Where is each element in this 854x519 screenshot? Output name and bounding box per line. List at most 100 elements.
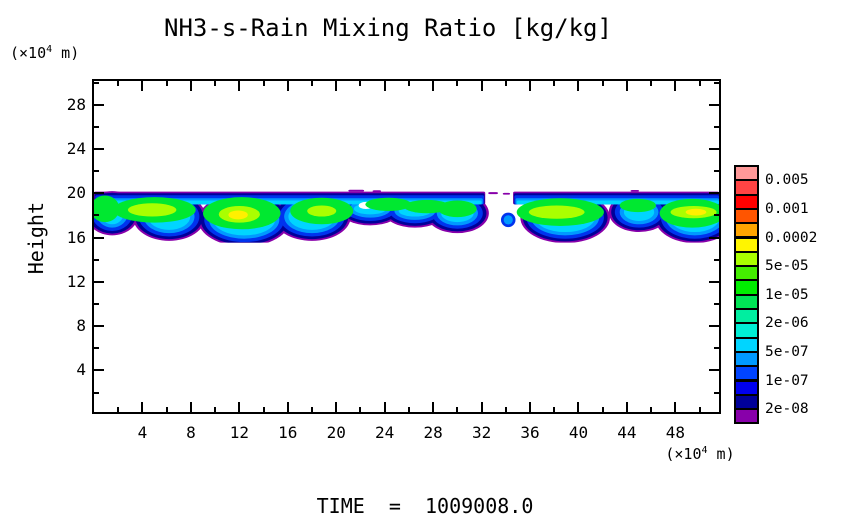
y-axis-tick — [709, 325, 719, 328]
y-axis-tick — [94, 81, 99, 84]
x-axis-tick — [698, 407, 701, 412]
y-axis-tick — [94, 170, 99, 173]
x-axis-tick — [335, 402, 338, 412]
x-axis-tick — [286, 402, 289, 412]
x-axis-tick — [189, 402, 192, 412]
y-axis-tick — [94, 192, 104, 195]
y-axis-tick — [714, 347, 719, 350]
x-axis-tick — [407, 407, 410, 412]
x-axis-tick — [601, 407, 604, 412]
x-tick-label: 40 — [568, 423, 589, 442]
y-tick-label: 16 — [66, 227, 86, 247]
x-axis-tick — [214, 407, 217, 412]
y-tick-label: 4 — [76, 360, 86, 380]
colorbar-label: 5e-05 — [765, 258, 809, 275]
y-axis-tick — [94, 325, 104, 328]
x-axis-tick — [238, 402, 241, 412]
x-axis-tick — [117, 407, 120, 412]
y-axis-tick — [709, 192, 719, 195]
x-axis-tick — [359, 407, 362, 412]
x-tick-label: 4 — [137, 423, 148, 442]
y-axis-tick — [714, 214, 719, 217]
y-tick-label: 8 — [76, 316, 86, 336]
y-unit-exponent: 4 — [46, 44, 53, 55]
x-unit-base: (×10 — [665, 445, 702, 463]
y-axis-tick — [709, 103, 719, 106]
x-axis-tick — [262, 407, 265, 412]
colorbar-label: 2e-06 — [765, 315, 809, 332]
y-axis-tick — [714, 258, 719, 261]
x-tick-label: 28 — [423, 423, 443, 442]
y-axis-tick — [709, 147, 719, 150]
x-axis-tick — [577, 81, 580, 91]
y-axis-tick — [94, 125, 99, 128]
x-axis-tick — [625, 81, 628, 91]
y-axis-tick — [94, 391, 99, 394]
x-tick-label: 12 — [229, 423, 249, 442]
x-axis-tick — [577, 402, 580, 412]
x-tick-label: 16 — [278, 423, 298, 442]
x-axis-tick — [286, 81, 289, 91]
x-axis-tick — [674, 402, 677, 412]
colorbar-label: 5e-07 — [765, 343, 809, 360]
x-tick-label: 32 — [471, 423, 492, 442]
x-axis-tick — [262, 81, 265, 86]
x-tick-label: 24 — [375, 423, 395, 442]
x-axis-tick — [674, 81, 677, 91]
x-axis-tick — [456, 407, 459, 412]
colorbar-label: 2e-08 — [765, 401, 809, 418]
y-tick-label: 24 — [66, 138, 86, 158]
colorbar-label: 0.005 — [765, 172, 809, 189]
y-axis-tick — [709, 280, 719, 283]
x-axis-tick — [432, 81, 435, 91]
x-axis-tick — [311, 81, 314, 86]
x-axis-tick — [165, 407, 168, 412]
y-tick-label: 20 — [66, 183, 86, 203]
x-axis-tick — [504, 81, 507, 86]
x-axis-tick — [383, 402, 386, 412]
x-axis-tick — [601, 81, 604, 86]
x-axis-tick — [480, 81, 483, 91]
y-axis-tick — [709, 236, 719, 239]
x-axis-tick — [480, 402, 483, 412]
y-axis-tick — [714, 170, 719, 173]
x-axis-tick — [117, 81, 120, 86]
y-axis-tick — [94, 214, 99, 217]
x-axis-tick — [165, 81, 168, 86]
x-tick-label: 36 — [520, 423, 540, 442]
x-axis-tick — [335, 81, 338, 91]
colorbar-label: 0.001 — [765, 200, 809, 217]
x-axis-tick — [553, 81, 556, 86]
x-axis-tick — [407, 81, 410, 86]
y-axis-tick — [94, 280, 104, 283]
x-tick-label: 8 — [186, 423, 196, 442]
x-unit-exponent: 4 — [701, 445, 708, 456]
y-tick-label: 28 — [66, 94, 86, 114]
chart-title: NH3-s-Rain Mixing Ratio [kg/kg] — [164, 14, 612, 42]
x-axis-tick — [625, 402, 628, 412]
y-axis-tick — [94, 147, 104, 150]
x-axis-tick — [359, 81, 362, 86]
x-axis-tick — [650, 407, 653, 412]
x-axis-tick — [456, 81, 459, 86]
x-tick-label: 44 — [617, 423, 637, 442]
y-unit-base: (×10 — [10, 44, 47, 62]
contour-field — [94, 189, 719, 243]
x-axis-tick — [650, 81, 653, 86]
colorbar-label: 1e-07 — [765, 372, 809, 389]
x-tick-label: 20 — [326, 423, 346, 442]
y-axis-tick — [94, 103, 104, 106]
x-axis-tick — [189, 81, 192, 91]
x-axis-tick — [504, 407, 507, 412]
x-unit-suffix: m) — [707, 445, 735, 463]
y-axis-tick — [714, 125, 719, 128]
x-axis-tick — [141, 81, 144, 91]
y-tick-label: 12 — [66, 271, 86, 291]
x-axis-tick — [238, 81, 241, 91]
x-axis-tick — [311, 407, 314, 412]
y-axis-tick — [94, 236, 104, 239]
x-axis-tick — [383, 81, 386, 91]
y-axis-tick — [714, 81, 719, 84]
x-axis-tick — [214, 81, 217, 86]
